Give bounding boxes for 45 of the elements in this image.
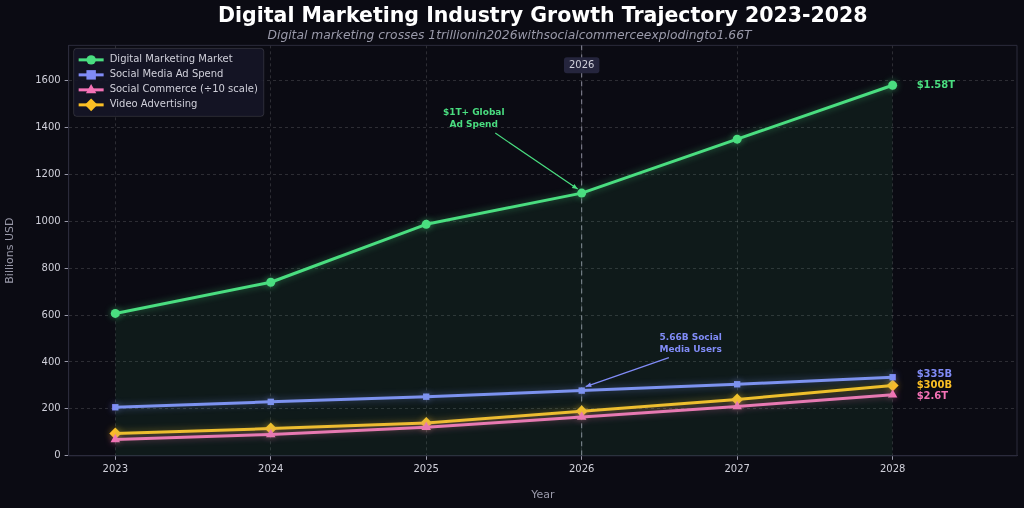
y-tick-label: 1400: [35, 121, 61, 133]
chart-subtitle: Digital marketing crosses 1trillionin2026withsocialcommerceexplodingto1.66T: [267, 28, 753, 43]
annotation: 5.66B Social Media Users: [659, 331, 722, 354]
point: [110, 308, 120, 318]
x-tick-label: 2024: [258, 463, 284, 475]
x-tick-label: 2027: [724, 463, 750, 475]
point: [421, 421, 431, 430]
point: [578, 387, 585, 394]
annotation: $1.58T: [916, 78, 956, 90]
y-tick-label: 600: [41, 308, 61, 320]
x-tick-label: 2028: [879, 463, 906, 475]
point: [732, 401, 742, 410]
legend-label: Social Commerce (÷10 scale): [109, 83, 258, 95]
point: [577, 188, 587, 198]
point: [889, 374, 896, 381]
point: [421, 219, 431, 229]
point: [887, 389, 898, 398]
point: [266, 277, 276, 287]
y-tick-label: 800: [41, 261, 61, 273]
point: [888, 80, 898, 90]
point: [732, 134, 742, 144]
annotation: $1T+ Global Ad Spend: [442, 107, 505, 130]
annotation: $2.6T: [916, 390, 949, 402]
y-axis-title: Billions USD: [3, 217, 17, 284]
x-tick-label: 2023: [102, 463, 129, 475]
legend-label: Video Advertising: [109, 98, 198, 110]
x-tick-label: 2026: [568, 463, 595, 475]
y-tick-label: 1600: [35, 74, 61, 86]
y-tick-label: 1200: [35, 167, 61, 179]
y-tick-label: 0: [54, 449, 61, 461]
point: [576, 411, 587, 420]
point: [110, 433, 121, 443]
y-tick-label: 400: [41, 355, 61, 367]
legend-label: Digital Marketing Market: [109, 53, 233, 65]
x-tick-label: 2025: [413, 463, 439, 475]
chart-title: Digital Marketing Industry Growth Trajectory 2023-2028: [218, 2, 868, 27]
y-tick-label: 1000: [35, 214, 61, 226]
annotation: $300B: [916, 379, 953, 391]
y-tick-label: 200: [41, 402, 61, 414]
point: [886, 379, 899, 392]
legend-label: Social Media Ad Spend: [109, 68, 224, 80]
x-axis-title: Year: [530, 488, 555, 502]
ref-line-label: 2026: [568, 58, 595, 70]
annotation: $335B: [916, 368, 953, 380]
point: [265, 428, 276, 438]
